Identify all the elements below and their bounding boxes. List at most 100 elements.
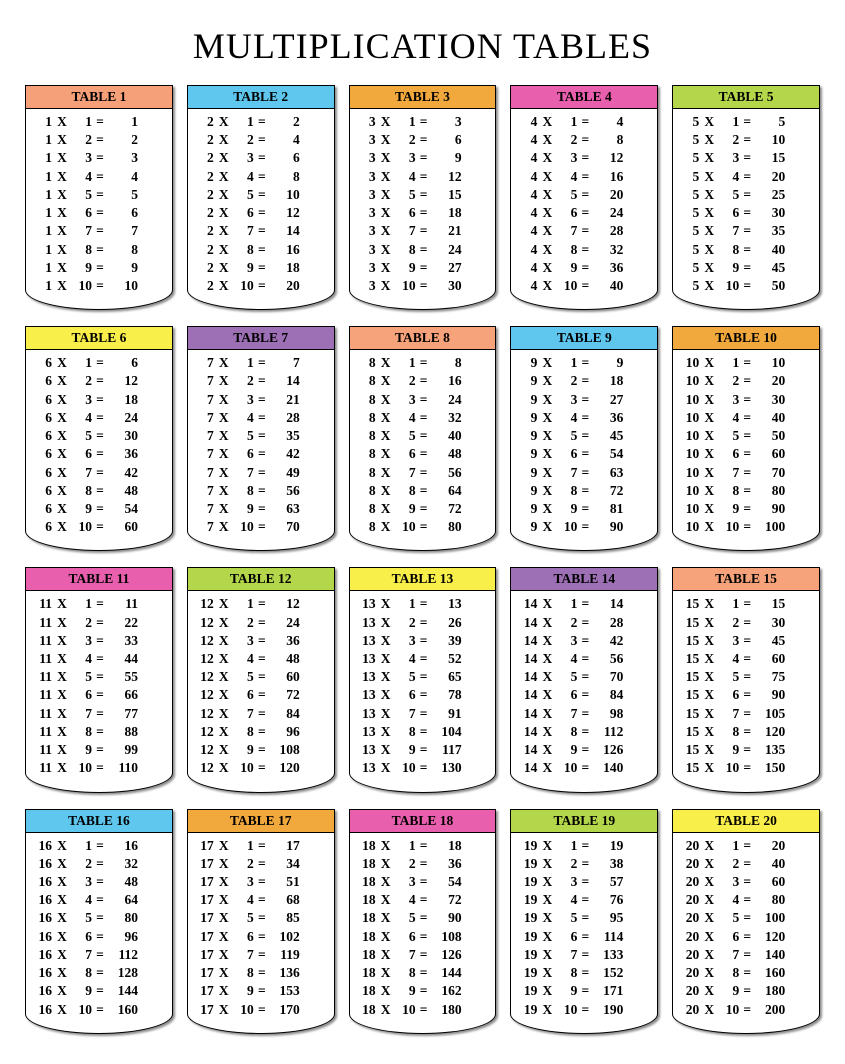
table-row: 20X8=160 (679, 964, 813, 982)
multiplicand: 15 (679, 668, 699, 686)
table-row: 15X4=60 (679, 650, 813, 668)
table-rows: 18X1=1818X2=3618X3=5418X4=7218X5=9018X6=… (350, 833, 496, 1033)
equals-sign: = (416, 168, 432, 186)
equals-sign: = (254, 982, 270, 1000)
product: 4 (593, 113, 623, 131)
multiplicand: 16 (32, 837, 52, 855)
product: 45 (755, 632, 785, 650)
multiply-operator: X (214, 686, 234, 704)
multiply-operator: X (699, 464, 719, 482)
table-row: 8X8=64 (356, 482, 490, 500)
equals-sign: = (739, 891, 755, 909)
equals-sign: = (254, 277, 270, 295)
table-row: 19X2=38 (517, 855, 651, 873)
table-row: 10X7=70 (679, 464, 813, 482)
multiplicand: 10 (679, 482, 699, 500)
product: 24 (270, 614, 300, 632)
equals-sign: = (254, 928, 270, 946)
product: 18 (108, 391, 138, 409)
multiply-operator: X (52, 354, 72, 372)
multiply-operator: X (376, 186, 396, 204)
multiply-operator: X (699, 168, 719, 186)
equals-sign: = (739, 168, 755, 186)
equals-sign: = (254, 909, 270, 927)
multiplicand: 6 (32, 500, 52, 518)
product: 102 (270, 928, 300, 946)
multiplier: 2 (719, 372, 739, 390)
multiplier: 7 (557, 222, 577, 240)
multiplier: 8 (557, 241, 577, 259)
product: 30 (755, 391, 785, 409)
table-row: 20X6=120 (679, 928, 813, 946)
multiply-operator: X (376, 204, 396, 222)
multiplier: 8 (557, 964, 577, 982)
product: 6 (432, 131, 462, 149)
table-row: 13X7=91 (356, 705, 490, 723)
multiply-operator: X (537, 409, 557, 427)
equals-sign: = (416, 909, 432, 927)
equals-sign: = (577, 149, 593, 167)
equals-sign: = (92, 445, 108, 463)
multiplicand: 20 (679, 837, 699, 855)
table-row: 18X7=126 (356, 946, 490, 964)
multiplier: 5 (396, 427, 416, 445)
product: 45 (755, 259, 785, 277)
table-header: TABLE 7 (188, 327, 334, 350)
equals-sign: = (92, 354, 108, 372)
multiplicand: 13 (356, 705, 376, 723)
multiplier: 1 (719, 113, 739, 131)
multiplicand: 8 (356, 445, 376, 463)
multiply-operator: X (537, 614, 557, 632)
multiply-operator: X (214, 500, 234, 518)
equals-sign: = (577, 982, 593, 1000)
table-card-8: TABLE 88X1=88X2=168X3=248X4=328X5=408X6=… (349, 326, 497, 551)
multiplier: 2 (719, 131, 739, 149)
multiplier: 7 (719, 464, 739, 482)
multiplier: 9 (719, 741, 739, 759)
multiply-operator: X (52, 445, 72, 463)
table-header: TABLE 18 (350, 810, 496, 833)
multiplicand: 6 (32, 445, 52, 463)
equals-sign: = (577, 464, 593, 482)
multiply-operator: X (52, 149, 72, 167)
equals-sign: = (577, 873, 593, 891)
equals-sign: = (92, 759, 108, 777)
product: 60 (755, 445, 785, 463)
multiply-operator: X (376, 131, 396, 149)
product: 99 (108, 741, 138, 759)
multiplier: 7 (396, 464, 416, 482)
multiply-operator: X (214, 741, 234, 759)
multiplicand: 20 (679, 964, 699, 982)
multiplier: 5 (396, 668, 416, 686)
table-row: 19X6=114 (517, 928, 651, 946)
table-row: 6X5=30 (32, 427, 166, 445)
equals-sign: = (92, 614, 108, 632)
table-card-9: TABLE 99X1=99X2=189X3=279X4=369X5=459X6=… (510, 326, 658, 551)
equals-sign: = (92, 391, 108, 409)
multiplicand: 5 (679, 259, 699, 277)
table-row: 17X1=17 (194, 837, 328, 855)
multiplicand: 19 (517, 873, 537, 891)
multiplier: 9 (396, 500, 416, 518)
multiplier: 1 (557, 837, 577, 855)
multiply-operator: X (52, 837, 72, 855)
multiplicand: 20 (679, 909, 699, 927)
multiplicand: 14 (517, 705, 537, 723)
multiply-operator: X (214, 409, 234, 427)
multiply-operator: X (376, 686, 396, 704)
equals-sign: = (416, 668, 432, 686)
table-row: 16X9=144 (32, 982, 166, 1000)
multiplicand: 3 (356, 222, 376, 240)
table-rows: 4X1=44X2=84X3=124X4=164X5=204X6=244X7=28… (511, 109, 657, 309)
multiply-operator: X (537, 668, 557, 686)
product: 28 (270, 409, 300, 427)
equals-sign: = (254, 500, 270, 518)
equals-sign: = (577, 113, 593, 131)
equals-sign: = (739, 222, 755, 240)
multiplier: 4 (719, 891, 739, 909)
equals-sign: = (254, 837, 270, 855)
table-row: 9X7=63 (517, 464, 651, 482)
table-row: 4X4=16 (517, 168, 651, 186)
product: 70 (755, 464, 785, 482)
multiplier: 9 (396, 741, 416, 759)
